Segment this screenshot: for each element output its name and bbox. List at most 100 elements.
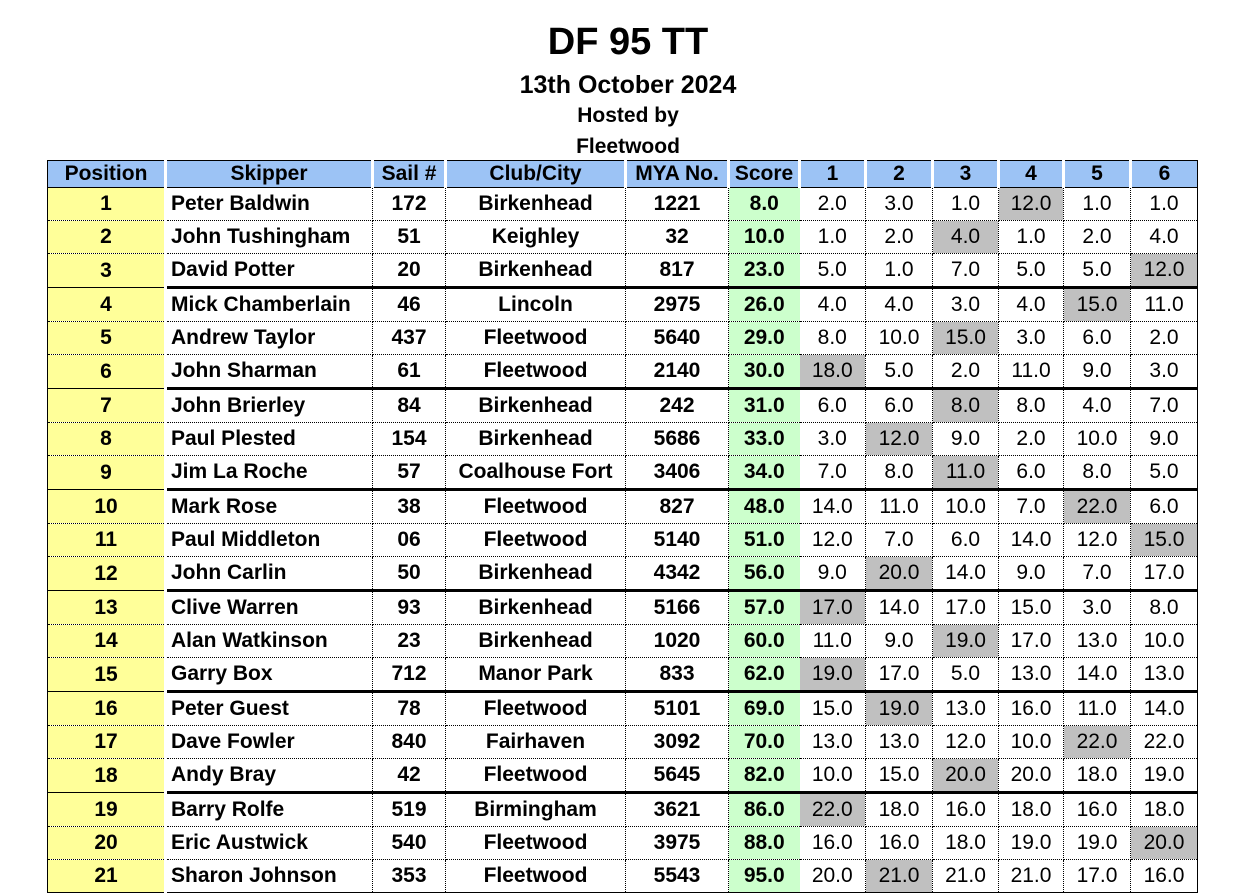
race-score-discard-cell: 19.0 [932, 624, 999, 658]
score-cell: 60.0 [728, 624, 800, 658]
race-score-cell: 22.0 [1130, 725, 1198, 759]
skipper-cell: Peter Guest [165, 690, 373, 726]
host-club: Fleetwood [576, 135, 680, 158]
race-score-cell: 4.0 [799, 286, 866, 322]
race-score-cell: 3.0 [799, 422, 866, 456]
race-score-cell: 18.0 [1063, 758, 1131, 793]
table-row: 13 Clive Warren 93 Birkenhead 5166 57.0 17.0 14… [47, 589, 1198, 625]
race-score-cell: 16.0 [1130, 859, 1198, 893]
skipper-cell: Paul Plested [165, 422, 373, 456]
club-cell: Birmingham [445, 791, 626, 827]
race-score-cell: 16.0 [998, 690, 1064, 726]
table-row: 21 Sharon Johnson 353 Fleetwood 5543 95.0 20.0… [47, 859, 1198, 893]
club-cell: Keighley [445, 220, 626, 254]
race-score-discard-cell: 15.0 [932, 321, 999, 355]
race-score-discard-cell: 22.0 [799, 791, 866, 827]
position-cell: 13 [47, 590, 167, 625]
page-title: DF 95 TT [547, 21, 709, 63]
race-score-cell: 14.0 [1130, 690, 1198, 726]
position-cell: 14 [47, 624, 167, 658]
sail-number-cell: 172 [372, 187, 446, 221]
race-score-cell: 3.0 [932, 286, 999, 322]
position-cell: 9 [47, 455, 167, 490]
race-score-discard-cell: 21.0 [865, 859, 933, 893]
table-row: 16 Peter Guest 78 Fleetwood 5101 69.0 15.0 19.0… [47, 690, 1198, 726]
race-score-cell: 1.0 [998, 220, 1064, 254]
skipper-cell: Alan Watkinson [165, 624, 373, 658]
race-score-cell: 5.0 [799, 253, 866, 288]
sail-number-cell: 57 [372, 455, 446, 490]
position-cell: 12 [47, 556, 167, 591]
position-cell: 15 [47, 657, 167, 692]
score-cell: 48.0 [728, 488, 800, 524]
race-score-cell: 1.0 [1130, 187, 1198, 221]
race-score-cell: 18.0 [865, 791, 933, 827]
score-cell: 86.0 [728, 791, 800, 827]
race-score-cell: 16.0 [799, 826, 866, 860]
race-score-cell: 14.0 [932, 556, 999, 591]
race-score-cell: 2.0 [1130, 321, 1198, 355]
column-header-race-1: 1 [798, 160, 866, 188]
position-cell: 20 [47, 826, 167, 860]
race-score-cell: 1.0 [1063, 187, 1131, 221]
position-cell: 19 [47, 792, 167, 827]
race-score-cell: 20.0 [799, 859, 866, 893]
race-score-cell: 6.0 [1063, 321, 1131, 355]
score-cell: 70.0 [728, 725, 800, 759]
race-score-discard-cell: 17.0 [799, 589, 866, 625]
column-header-race-5: 5 [1062, 160, 1131, 188]
club-cell: Fleetwood [445, 758, 626, 793]
position-cell: 16 [47, 691, 167, 726]
table-row: 6 John Sharman 61 Fleetwood 2140 30.0 18.0 5.0 2… [47, 354, 1198, 389]
race-score-cell: 8.0 [1130, 589, 1198, 625]
race-score-cell: 16.0 [1063, 791, 1131, 827]
race-score-cell: 7.0 [932, 253, 999, 288]
race-score-cell: 11.0 [799, 624, 866, 658]
club-cell: Manor Park [445, 657, 626, 692]
race-score-cell: 14.0 [865, 589, 933, 625]
mya-number-cell: 32 [625, 220, 729, 254]
table-row: 17 Dave Fowler 840 Fairhaven 3092 70.0 13.0 13.… [47, 725, 1198, 759]
skipper-cell: Clive Warren [165, 589, 373, 625]
race-score-cell: 8.0 [799, 321, 866, 355]
mya-number-cell: 827 [625, 488, 729, 524]
race-score-cell: 18.0 [1130, 791, 1198, 827]
sail-number-cell: 06 [372, 523, 446, 557]
sail-number-cell: 42 [372, 758, 446, 793]
results-table: Position Skipper Sail # Club/City MYA No… [47, 160, 1198, 893]
race-score-cell: 2.0 [865, 220, 933, 254]
race-score-cell: 10.0 [932, 488, 999, 524]
race-score-cell: 12.0 [932, 725, 999, 759]
skipper-cell: John Brierley [165, 387, 373, 423]
race-score-cell: 5.0 [1063, 253, 1131, 288]
mya-number-cell: 242 [625, 387, 729, 423]
column-header-score: Score [727, 160, 800, 188]
skipper-cell: John Tushingham [165, 220, 373, 254]
race-score-cell: 17.0 [932, 589, 999, 625]
mya-number-cell: 2975 [625, 286, 729, 322]
skipper-cell: Jim La Roche [165, 455, 373, 490]
skipper-cell: John Sharman [165, 354, 373, 389]
race-score-cell: 17.0 [1063, 859, 1131, 893]
race-score-cell: 3.0 [1130, 354, 1198, 389]
table-row: 20 Eric Austwick 540 Fleetwood 3975 88.0 16.0 1… [47, 826, 1198, 860]
position-cell: 10 [47, 489, 167, 524]
sail-number-cell: 519 [372, 791, 446, 827]
club-cell: Birkenhead [445, 253, 626, 288]
race-score-cell: 5.0 [865, 354, 933, 389]
score-cell: 34.0 [728, 455, 800, 490]
race-score-cell: 8.0 [865, 455, 933, 490]
skipper-cell: Dave Fowler [165, 725, 373, 759]
skipper-cell: Peter Baldwin [165, 187, 373, 221]
race-score-cell: 13.0 [865, 725, 933, 759]
column-header-sail: Sail # [371, 160, 446, 188]
race-score-cell: 4.0 [1130, 220, 1198, 254]
race-score-cell: 18.0 [998, 791, 1064, 827]
club-cell: Fleetwood [445, 690, 626, 726]
mya-number-cell: 4342 [625, 556, 729, 591]
score-cell: 62.0 [728, 657, 800, 692]
sail-number-cell: 154 [372, 422, 446, 456]
table-row: 15 Garry Box 712 Manor Park 833 62.0 19.0 17.0 5… [47, 657, 1198, 692]
skipper-cell: John Carlin [165, 556, 373, 591]
club-cell: Birkenhead [445, 422, 626, 456]
